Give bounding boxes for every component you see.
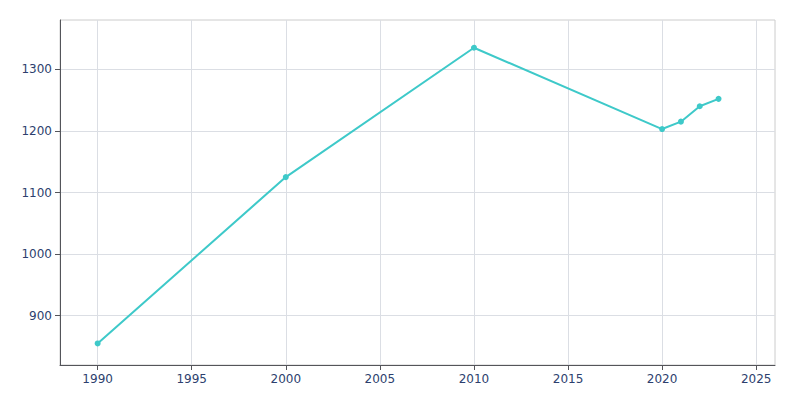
svg-text:2005: 2005 [365,372,396,386]
svg-text:2020: 2020 [647,372,678,386]
svg-text:1200: 1200 [21,124,52,138]
svg-text:1000: 1000 [21,247,52,261]
svg-text:1995: 1995 [176,372,207,386]
svg-text:1990: 1990 [82,372,113,386]
svg-text:900: 900 [29,309,52,323]
svg-text:2000: 2000 [271,372,302,386]
svg-text:1300: 1300 [21,62,52,76]
svg-text:2025: 2025 [741,372,772,386]
svg-text:2010: 2010 [459,372,490,386]
svg-text:1100: 1100 [21,186,52,200]
svg-text:2015: 2015 [553,372,584,386]
